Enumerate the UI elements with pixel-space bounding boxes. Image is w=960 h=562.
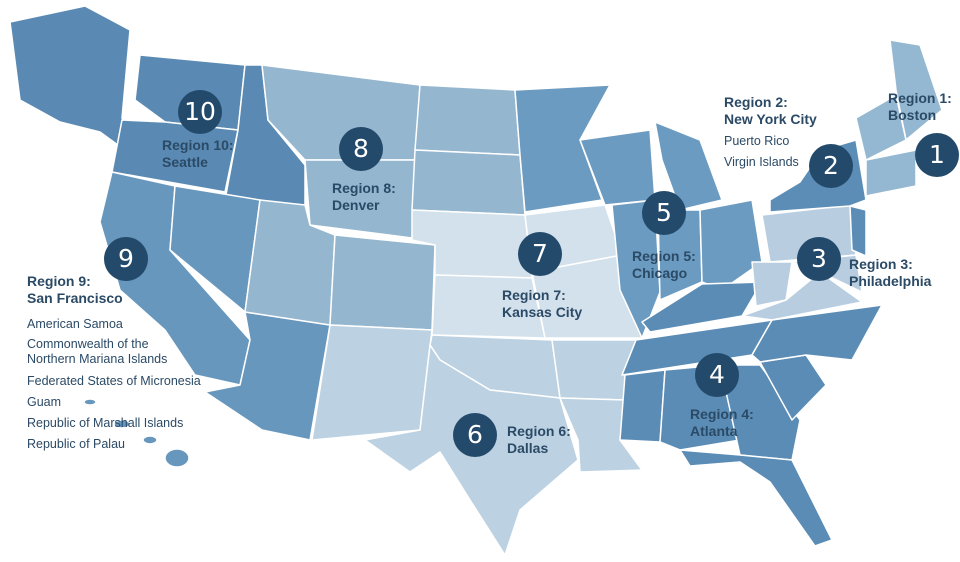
state-mississippi[interactable] <box>619 369 666 443</box>
region-5-city: Chicago <box>632 265 688 281</box>
state-florida[interactable] <box>679 449 833 547</box>
state-georgia[interactable] <box>719 364 801 461</box>
region-5-label: Region 5: Chicago <box>632 248 696 282</box>
region-4-marker[interactable]: 4 <box>695 353 739 397</box>
region-5-marker[interactable]: 5 <box>642 191 686 235</box>
territory-micronesia: Federated States of Micronesia <box>27 374 201 388</box>
region-7-states[interactable] <box>411 204 643 339</box>
state-south-dakota[interactable] <box>411 149 526 216</box>
region-6-city: Dallas <box>507 440 549 456</box>
region-2-marker[interactable]: 2 <box>809 144 853 188</box>
region-7-city: Kansas City <box>502 304 583 320</box>
region-3-city: Philadelphia <box>849 273 932 289</box>
territory-marshall-islands: Republic of Marshall Islands <box>27 416 184 430</box>
region-3-title: Region 3: <box>849 256 913 272</box>
region-2-label: Region 2: New York City <box>724 94 817 128</box>
region-3-marker[interactable]: 3 <box>797 237 841 281</box>
territory-cnmi-line1: Commonwealth of the <box>27 337 149 351</box>
state-virginia[interactable] <box>741 271 863 321</box>
region-1-title: Region 1: <box>888 90 952 106</box>
region-7-title: Region 7: <box>502 287 566 303</box>
region-8-marker[interactable]: 8 <box>339 127 383 171</box>
island-hawaii-3[interactable] <box>142 435 158 445</box>
state-north-dakota[interactable] <box>414 84 521 156</box>
region-9-marker[interactable]: 9 <box>104 237 148 281</box>
island-hawaii-4[interactable] <box>164 448 190 468</box>
region-8-city: Denver <box>332 197 380 213</box>
region-10-marker[interactable]: 10 <box>178 90 222 134</box>
region-5-title: Region 5: <box>632 248 696 264</box>
region-6-title: Region 6: <box>507 423 571 439</box>
region-2-city: New York City <box>724 111 817 127</box>
region-7-marker[interactable]: 7 <box>518 232 562 276</box>
region-10-label: Region 10: Seattle <box>162 137 234 171</box>
state-ohio[interactable] <box>699 199 763 291</box>
region-9-title: Region 9: <box>27 273 91 289</box>
state-new-jersey[interactable] <box>849 205 867 257</box>
region-9-states[interactable] <box>83 171 331 468</box>
territory-guam: Guam <box>27 395 62 409</box>
territory-palau: Republic of Palau <box>27 437 125 451</box>
region-1-states[interactable] <box>855 39 943 197</box>
state-vermont-new-hampshire[interactable] <box>855 94 907 161</box>
region-3-label: Region 3: Philadelphia <box>849 256 931 290</box>
region-1-marker[interactable]: 1 <box>915 133 959 177</box>
region-4-states[interactable] <box>619 281 883 547</box>
territory-american-samoa: American Samoa <box>27 317 123 331</box>
region-1-city: Boston <box>888 107 937 123</box>
region-4-title: Region 4: <box>690 406 754 422</box>
region-6-marker[interactable]: 6 <box>453 413 497 457</box>
state-kentucky[interactable] <box>641 281 763 333</box>
region-9-city: San Francisco <box>27 290 123 306</box>
state-north-carolina[interactable] <box>751 304 883 363</box>
region-10-title: Region 10: <box>162 137 234 153</box>
region-1-label: Region 1: Boston <box>888 90 952 124</box>
territory-cnmi-line2: Northern Mariana Islands <box>27 352 168 366</box>
territory-puerto-rico: Puerto Rico <box>724 134 790 148</box>
region-4-city: Atlanta <box>690 423 738 439</box>
state-new-mexico[interactable] <box>311 324 433 441</box>
island-hawaii-2[interactable] <box>113 419 131 429</box>
state-southern-new-england[interactable] <box>865 149 917 197</box>
region-2-title: Region 2: <box>724 94 788 110</box>
state-maine[interactable] <box>889 39 943 141</box>
region-4-label: Region 4: Atlanta <box>690 406 754 440</box>
island-hawaii-1[interactable] <box>83 398 97 406</box>
state-minnesota[interactable] <box>514 84 611 213</box>
state-colorado[interactable] <box>329 234 436 331</box>
region-8-title: Region 8: <box>332 180 396 196</box>
region-9-label: Region 9: San Francisco <box>27 273 123 307</box>
region-7-label: Region 7: Kansas City <box>502 287 582 321</box>
state-michigan[interactable] <box>654 121 723 211</box>
region-8-label: Region 8: Denver <box>332 180 396 214</box>
region-10-states[interactable] <box>9 5 306 216</box>
region-6-label: Region 6: Dallas <box>507 423 571 457</box>
territory-virgin-islands: Virgin Islands <box>724 155 799 169</box>
region-10-city: Seattle <box>162 154 208 170</box>
